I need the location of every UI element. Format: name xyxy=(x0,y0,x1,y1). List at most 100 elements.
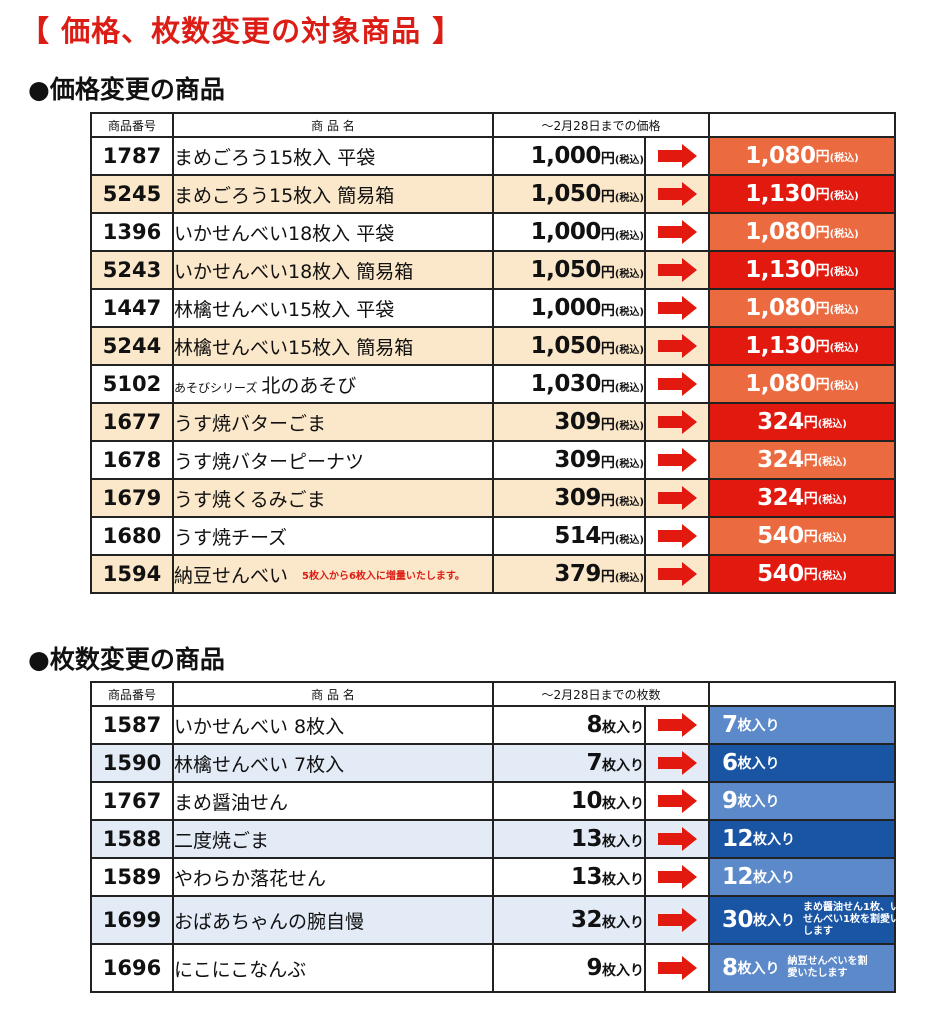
arrow-cell xyxy=(644,402,710,442)
old-count: 10 xyxy=(570,788,603,814)
product-code: 1787 xyxy=(90,136,174,176)
arrow-head xyxy=(681,956,697,980)
tax-label: (税込) xyxy=(817,456,847,468)
arrow-cell xyxy=(644,250,710,290)
right-arrow-icon xyxy=(657,713,697,737)
old-price-cell: 1,030円(税込) xyxy=(492,364,646,404)
arrow-shaft xyxy=(657,568,682,580)
change-note: 納豆せんべいを割愛いたします xyxy=(787,956,868,979)
price-unit: 円 xyxy=(600,379,615,395)
arrow-shaft xyxy=(657,340,682,352)
arrow-shaft xyxy=(657,795,682,807)
price-unit: 円 xyxy=(600,417,615,433)
arrow-cell xyxy=(644,516,710,556)
table-row: 1396 いかせんべい18枚入 平袋 1,000円(税込) 1,080 円 (税込) xyxy=(90,212,896,252)
old-price: 514 xyxy=(554,523,601,549)
old-count: 13 xyxy=(570,864,603,890)
new-count-cell: 7 枚入り xyxy=(708,705,896,745)
old-price-cell: 309円(税込) xyxy=(492,402,646,442)
new-count-wrap: 30 枚入り まめ醤油せん1枚、いかせんべい1枚を割愛いたします xyxy=(722,902,911,938)
price-unit: 円 xyxy=(815,301,830,317)
arrow-head xyxy=(681,448,697,472)
header-code: 商品番号 xyxy=(90,681,174,707)
arrow-head xyxy=(681,182,697,206)
product-code: 1699 xyxy=(90,895,174,945)
arrow-head xyxy=(681,908,697,932)
new-price-cell: 540 円 (税込) xyxy=(708,516,896,556)
arrow-shaft xyxy=(657,264,682,276)
tax-label: (税込) xyxy=(817,418,847,430)
right-arrow-icon xyxy=(657,789,697,813)
right-arrow-icon xyxy=(657,524,697,548)
price-unit: 円 xyxy=(600,493,615,509)
old-count-cell: 10枚入り xyxy=(492,781,646,821)
price-unit: 円 xyxy=(815,263,830,279)
new-count: 8 xyxy=(722,955,738,981)
old-price-cell: 1,050円(税込) xyxy=(492,250,646,290)
product-name: いかせんべい18枚入 平袋 xyxy=(174,222,395,245)
price-unit: 円 xyxy=(803,491,818,507)
product-name-cell: うす焼バターごま xyxy=(172,402,494,442)
header-name: 商 品 名 xyxy=(172,112,494,138)
price-unit: 円 xyxy=(803,529,818,545)
table-row: 1590 林檎せんべい 7枚入 7枚入り 6 枚入り xyxy=(90,743,896,783)
new-price-cell: 1,130 円 (税込) xyxy=(708,250,896,290)
arrow-shaft xyxy=(657,150,682,162)
series-prefix: あそびシリーズ xyxy=(174,380,258,395)
arrow-shaft xyxy=(657,833,682,845)
product-name-cell: まめごろう15枚入 簡易箱 xyxy=(172,174,494,214)
product-name: まめごろう15枚入 平袋 xyxy=(174,146,376,169)
arrow-head xyxy=(681,865,697,889)
arrow-head xyxy=(681,789,697,813)
price-unit: 円 xyxy=(815,187,830,203)
product-name-cell: 林檎せんべい15枚入 平袋 xyxy=(172,288,494,328)
tax-label: (税込) xyxy=(614,307,644,318)
new-price-wrap: 1,080 円 (税込) xyxy=(745,143,858,169)
product-code: 1679 xyxy=(90,478,174,518)
arrow-cell xyxy=(644,554,710,594)
new-price-cell: 324 円 (税込) xyxy=(708,402,896,442)
new-count: 6 xyxy=(722,750,738,776)
old-count: 7 xyxy=(586,750,602,776)
tax-label: (税込) xyxy=(614,383,644,394)
old-price-cell: 309円(税込) xyxy=(492,478,646,518)
price-unit: 円 xyxy=(815,225,830,241)
table-row: 1677 うす焼バターごま 309円(税込) 324 円 (税込) xyxy=(90,402,896,442)
new-count: 7 xyxy=(722,712,738,738)
product-name-cell: 林檎せんべい15枚入 簡易箱 xyxy=(172,326,494,366)
old-count-cell: 13枚入り xyxy=(492,819,646,859)
product-name: うす焼チーズ xyxy=(174,526,288,549)
right-arrow-icon xyxy=(657,220,697,244)
arrow-cell xyxy=(644,943,710,993)
right-arrow-icon xyxy=(657,182,697,206)
product-code: 1588 xyxy=(90,819,174,859)
right-arrow-icon xyxy=(657,956,697,980)
count-table-header-row: 商品番号 商 品 名 ～2月28日までの枚数 3月1日からの枚数 xyxy=(90,681,896,707)
arrow-shaft xyxy=(657,188,682,200)
arrow-shaft xyxy=(657,757,682,769)
product-code: 1677 xyxy=(90,402,174,442)
product-name: いかせんべい 8枚入 xyxy=(172,705,494,745)
count-unit: 枚入り xyxy=(737,794,780,810)
old-price: 1,030 xyxy=(530,371,602,397)
arrow-shaft xyxy=(657,378,682,390)
price-unit: 円 xyxy=(600,569,615,585)
new-price: 324 xyxy=(757,409,804,435)
new-price: 1,080 xyxy=(745,295,816,321)
old-price: 1,000 xyxy=(530,219,602,245)
new-count-cell: 12 枚入り xyxy=(708,819,896,859)
new-count-wrap: 9 枚入り xyxy=(722,788,780,814)
tax-label: (税込) xyxy=(614,459,644,470)
new-count-wrap: 12 枚入り xyxy=(722,864,795,890)
new-price: 540 xyxy=(757,561,804,587)
old-price: 379 xyxy=(554,561,601,587)
right-arrow-icon xyxy=(657,751,697,775)
count-unit: 枚入り xyxy=(753,913,796,929)
tax-label: (税込) xyxy=(829,266,859,278)
count-section-heading: ●枚数変更の商品 xyxy=(28,645,225,674)
old-price-cell: 1,000円(税込) xyxy=(492,136,646,176)
table-row: 1787 まめごろう15枚入 平袋 1,000円(税込) 1,080 円 (税込) xyxy=(90,136,896,176)
arrow-shaft xyxy=(657,914,682,926)
count-unit: 枚入り xyxy=(737,718,780,734)
change-note: まめ醤油せん1枚、いかせんべい1枚を割愛いたします xyxy=(803,902,910,937)
